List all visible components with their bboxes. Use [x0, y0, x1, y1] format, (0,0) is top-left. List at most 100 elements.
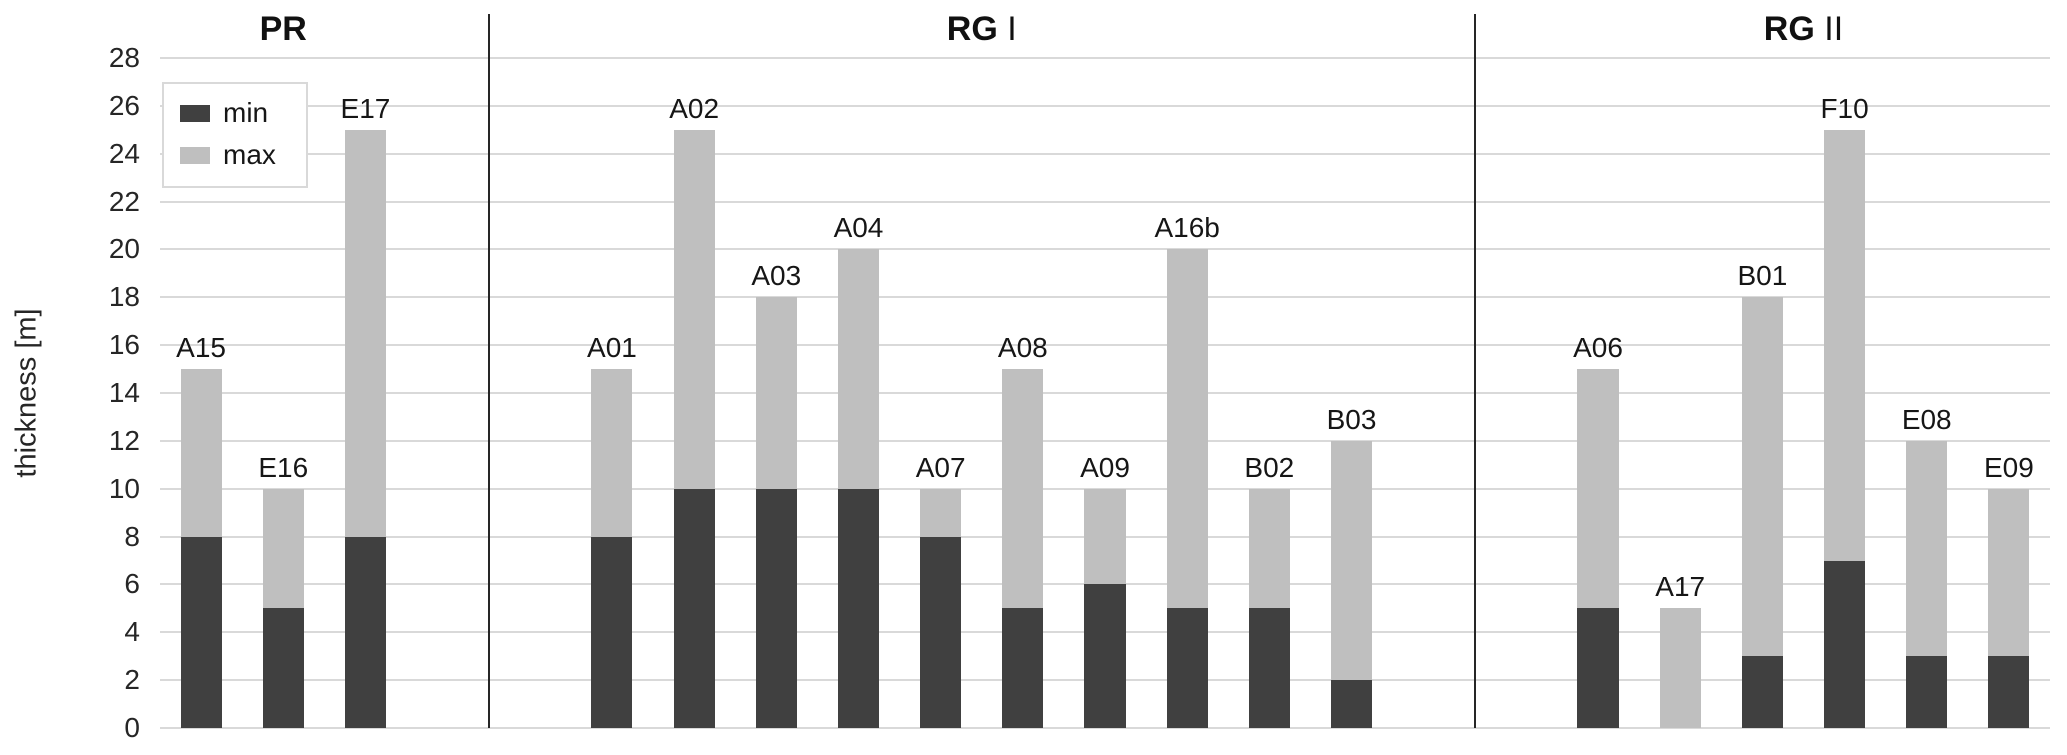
- gridline: [160, 104, 2050, 107]
- bar-min-segment: [1906, 656, 1948, 728]
- y-tick-label: 0: [124, 712, 140, 743]
- y-tick-label: 20: [108, 233, 140, 265]
- bar-min-segment: [180, 536, 222, 728]
- bar-label: A02: [669, 92, 720, 124]
- bar-slot: A09: [1064, 58, 1146, 728]
- group-title-bold-text: PR: [259, 10, 307, 48]
- bar-slot: B02: [1228, 58, 1310, 728]
- y-tick-label: 16: [108, 329, 140, 361]
- legend-label-min: min: [223, 97, 269, 128]
- bar-min-segment: [1988, 656, 2030, 728]
- group-title: RG II: [1764, 10, 1843, 49]
- bar-min-segment: [1166, 608, 1208, 728]
- bar-max-segment: [837, 249, 879, 728]
- bar-label: E16: [258, 451, 309, 483]
- bar-max-segment: [1741, 297, 1783, 728]
- bar-label: E17: [340, 92, 391, 124]
- y-tick-label: 10: [108, 472, 140, 504]
- bar-max-segment: [920, 488, 962, 728]
- bar-label: A09: [1080, 451, 1130, 483]
- y-tick-label: 12: [108, 424, 140, 456]
- group-divider: [487, 14, 490, 728]
- bar-label: A07: [915, 451, 966, 483]
- bar-label: E09: [1983, 451, 2034, 483]
- bar-min-segment: [262, 608, 304, 728]
- bar-min-segment: [1741, 656, 1783, 728]
- group-divider: [1473, 14, 1476, 728]
- bar-max-segment: [1659, 608, 1701, 728]
- gridline: [160, 248, 2050, 251]
- legend: min max: [162, 82, 308, 188]
- gridline: [160, 200, 2050, 203]
- bar-max-segment: [1577, 369, 1619, 728]
- bar-label: A04: [833, 212, 884, 244]
- y-tick-label: 6: [124, 568, 140, 600]
- bar-label: A16b: [1154, 212, 1220, 244]
- gridline: [160, 296, 2050, 299]
- bar-slot: A02: [653, 58, 735, 728]
- bar-slot: F10: [1803, 58, 1885, 728]
- max-color-swatch-icon: [180, 146, 210, 164]
- bar-max-segment: [1824, 129, 1866, 728]
- bar-slot: B03: [1310, 58, 1392, 728]
- gridline: [160, 57, 2050, 59]
- y-tick-label: 2: [124, 664, 140, 696]
- bar-label: B01: [1737, 260, 1788, 292]
- bar-max-segment: [344, 129, 386, 728]
- bar-min-segment: [755, 488, 797, 728]
- y-tick-label: 4: [124, 616, 140, 648]
- bar-min-segment: [1577, 608, 1619, 728]
- bar-slot: A01: [571, 58, 653, 728]
- y-tick-label: 24: [108, 137, 140, 169]
- bar-max-segment: [591, 369, 633, 728]
- group-title-numeral-text: I: [997, 10, 1017, 48]
- y-tick-label: 26: [108, 89, 140, 121]
- group-title-numeral-text: II: [1814, 10, 1844, 48]
- bar-min-segment: [1002, 608, 1044, 728]
- bar-max-segment: [755, 297, 797, 728]
- bar-slot: A04: [817, 58, 899, 728]
- gridline: [160, 344, 2050, 347]
- bar-max-segment: [1248, 488, 1290, 728]
- bar-min-segment: [1084, 584, 1126, 728]
- group-title: PR: [260, 10, 307, 49]
- bar-min-segment: [1330, 680, 1373, 728]
- bar-max-segment: [1330, 440, 1373, 728]
- bar-label: A03: [751, 260, 802, 292]
- bar-slot: E08: [1886, 58, 1968, 728]
- bar-slot: A15: [160, 58, 242, 728]
- legend-label-max: max: [223, 139, 276, 170]
- bar-max-segment: [1906, 440, 1948, 728]
- bar-slot: E16: [242, 58, 324, 728]
- bar-slot: A03: [735, 58, 817, 728]
- y-tick-label: 28: [108, 42, 140, 73]
- y-tick-label: 22: [108, 185, 140, 217]
- bar-label: F10: [1820, 92, 1869, 124]
- group-title: RG I: [947, 10, 1017, 49]
- bar-min-segment: [1824, 560, 1866, 728]
- bar-max-segment: [1084, 488, 1126, 728]
- bar-max-segment: [1002, 369, 1044, 728]
- bar-min-segment: [1248, 608, 1290, 728]
- bar-max-segment: [262, 488, 304, 728]
- bar-slot: E09: [1968, 58, 2050, 728]
- legend-item-max: max: [180, 138, 276, 172]
- bar-max-segment: [673, 129, 715, 728]
- bar-label: A17: [1655, 571, 1706, 603]
- bar-min-segment: [920, 536, 962, 728]
- bar-slot: A17: [1639, 58, 1721, 728]
- bar-label: A15: [176, 332, 226, 364]
- gridline: [160, 487, 2050, 490]
- bar-min-segment: [591, 536, 633, 728]
- group-title-bold-text: RG: [1763, 10, 1815, 48]
- bar-slot: A07: [900, 58, 982, 728]
- bar-max-segment: [1166, 249, 1208, 728]
- min-color-swatch-icon: [180, 104, 210, 122]
- legend-item-min: min: [180, 96, 276, 130]
- gridline: [160, 727, 2050, 729]
- bar-max-segment: [1988, 488, 2030, 728]
- bar-min-segment: [673, 488, 715, 728]
- bar-slot: A08: [982, 58, 1064, 728]
- bar-max-segment: [180, 369, 222, 728]
